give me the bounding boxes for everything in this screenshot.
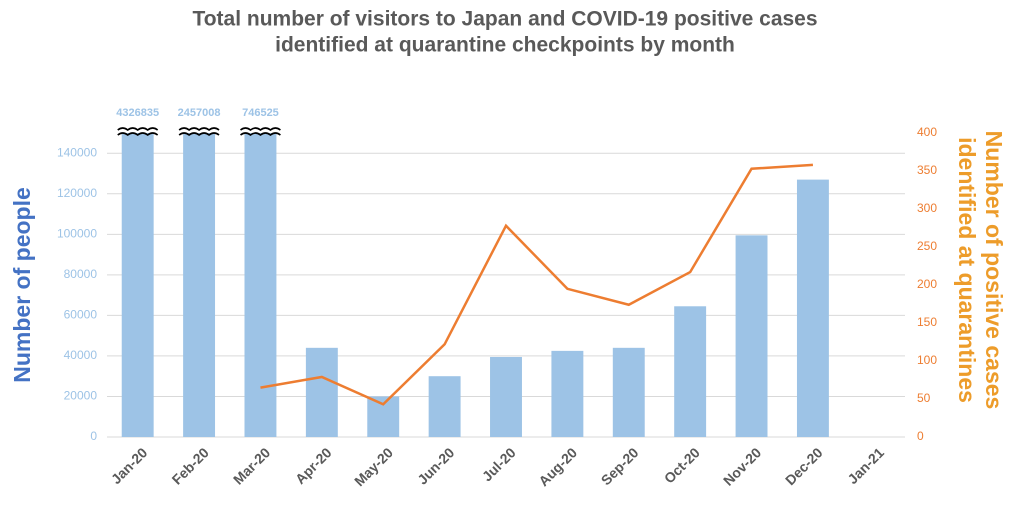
x-tick-label: Aug-20 xyxy=(535,444,580,489)
y2-tick-label: 100 xyxy=(917,353,937,367)
data-label: 4326835 xyxy=(116,107,159,119)
y-tick-label: 120000 xyxy=(57,186,97,200)
bar xyxy=(305,347,338,437)
y2-tick-label: 0 xyxy=(917,429,924,443)
y2-tick-label: 50 xyxy=(917,391,931,405)
y-tick-label: 80000 xyxy=(64,267,98,281)
bar xyxy=(183,133,216,437)
bar xyxy=(428,376,461,437)
axis-break xyxy=(240,132,281,137)
x-tick-label: May-20 xyxy=(351,444,396,489)
bar xyxy=(674,306,707,437)
x-tick-label: Sep-20 xyxy=(598,444,642,488)
y2-tick-label: 200 xyxy=(917,277,937,291)
bar xyxy=(612,347,645,437)
x-tick-label: Dec-20 xyxy=(782,444,826,488)
line xyxy=(260,163,814,406)
y-tick-label: 0 xyxy=(90,429,97,443)
y2-tick-label: 150 xyxy=(917,315,937,329)
data-label: 746525 xyxy=(242,107,279,119)
y2-tick-label: 400 xyxy=(917,125,937,139)
chart-title: identified at quarantine checkpoints by … xyxy=(275,34,735,57)
y-axis-label: Number of people xyxy=(9,187,35,383)
x-tick-label: Feb-20 xyxy=(169,444,212,487)
bar xyxy=(551,350,584,437)
axis-break xyxy=(240,127,281,132)
y2-axis-label: identified at quarantines xyxy=(954,137,980,403)
x-tick-label: Apr-20 xyxy=(292,444,335,487)
bar xyxy=(121,133,154,437)
x-tick-label: Jul-20 xyxy=(479,444,519,484)
x-tick-label: Nov-20 xyxy=(720,444,764,488)
x-tick-label: Mar-20 xyxy=(230,444,273,487)
bar xyxy=(367,396,400,437)
bar xyxy=(796,179,829,437)
axis-break xyxy=(178,132,220,137)
x-tick-label: Jan-21 xyxy=(844,444,887,487)
x-tick-label: Jan-20 xyxy=(108,444,151,487)
bar xyxy=(244,133,277,437)
y-tick-label: 140000 xyxy=(57,145,97,159)
y2-tick-label: 300 xyxy=(917,201,937,215)
y2-tick-label: 250 xyxy=(917,239,937,253)
y-tick-label: 60000 xyxy=(64,308,98,322)
axis-break xyxy=(117,132,159,137)
x-tick-label: Jun-20 xyxy=(414,444,457,487)
bar xyxy=(735,235,768,437)
data-label: 2457008 xyxy=(178,107,221,119)
axis-break xyxy=(117,127,159,132)
chart-title: Total number of visitors to Japan and CO… xyxy=(192,8,817,31)
bar xyxy=(490,356,522,437)
x-tick-label: Oct-20 xyxy=(661,444,703,486)
axis-break xyxy=(178,127,220,132)
y2-tick-label: 350 xyxy=(917,163,937,177)
y-tick-label: 100000 xyxy=(57,227,97,241)
y-tick-label: 40000 xyxy=(64,348,98,362)
y-tick-label: 20000 xyxy=(64,389,98,403)
y2-axis-label: Number of positive cases xyxy=(981,131,1007,410)
